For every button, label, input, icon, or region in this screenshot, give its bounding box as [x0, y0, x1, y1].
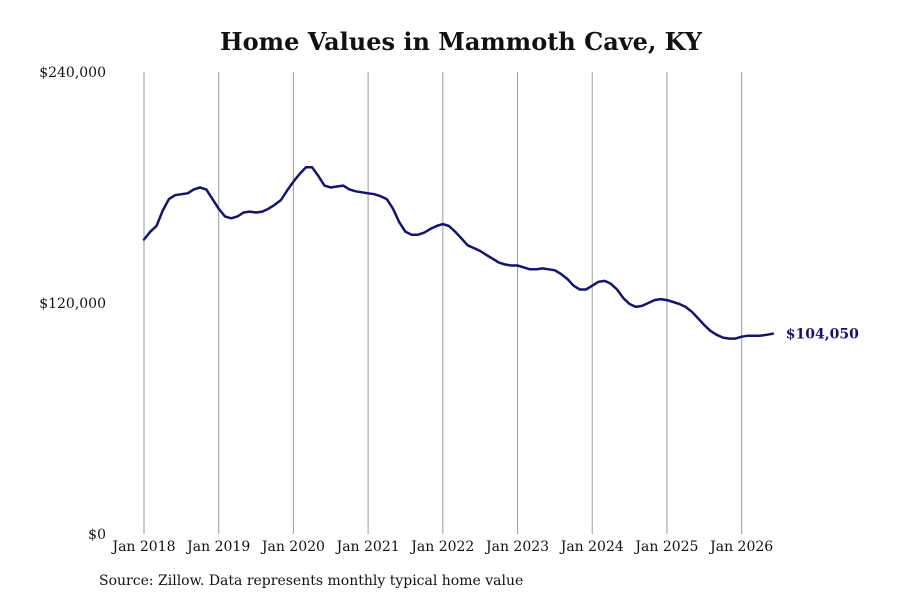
y-tick-label: $0: [88, 527, 106, 543]
x-tick-label: Jan 2025: [633, 539, 698, 555]
x-tick-label: Jan 2023: [484, 539, 549, 555]
x-tick-label: Jan 2018: [110, 539, 175, 555]
series-line: [142, 166, 775, 340]
grid-lines: [143, 72, 743, 534]
x-axis-tick-labels: Jan 2018 Jan 2019 Jan 2020 Jan 2021 Jan 2022…: [110, 539, 773, 555]
x-tick-label: Jan 2019: [185, 539, 250, 555]
x-tick-label: Jan 2020: [260, 539, 325, 555]
x-tick-label: Jan 2021: [335, 539, 400, 555]
series-layer: [142, 166, 775, 340]
y-tick-label: $120,000: [39, 296, 106, 312]
x-tick-label: Jan 2024: [559, 539, 624, 555]
last-value-label: $104,050: [786, 327, 859, 343]
source-note: Source: Zillow. Data represents monthly …: [99, 573, 524, 589]
x-tick-label: Jan 2022: [409, 539, 474, 555]
chart-title: Home Values in Mammoth Cave, KY: [219, 27, 703, 56]
y-tick-label: $240,000: [39, 65, 106, 81]
x-tick-label: Jan 2026: [708, 539, 773, 555]
data-labels: $104,050: [786, 327, 859, 343]
y-axis-tick-labels: $0 $120,000 $240,000: [39, 65, 106, 543]
